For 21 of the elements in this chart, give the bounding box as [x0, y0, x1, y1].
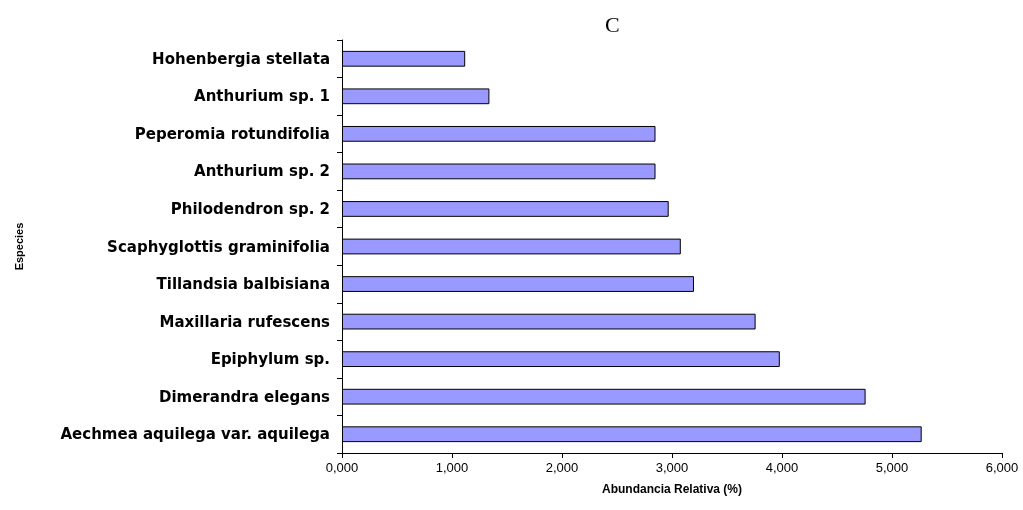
x-tick-label: 0,000: [325, 460, 359, 475]
x-axis-title: Abundancia Relativa (%): [601, 482, 743, 496]
y-tick-label: Hohenbergia stellata: [152, 49, 330, 68]
x-tick-label: 1,000: [435, 460, 469, 475]
y-tick-label: Anthurium sp. 2: [194, 162, 330, 181]
y-tick-label: Peperomia rotundifolia: [134, 124, 330, 143]
y-tick-label: Aechmea aquilega var. aquilega: [60, 425, 330, 444]
x-tick-label: 3,000: [655, 460, 689, 475]
chart-title: C: [605, 11, 620, 37]
y-tick-label: Dimerandra elegans: [158, 387, 331, 406]
y-tick-label: Anthurium sp. 1: [194, 87, 330, 106]
x-tick-label: 6,000: [985, 460, 1019, 475]
y-tick-label: Scaphyglottis graminifolia: [107, 237, 330, 256]
y-tick-label: Epiphylum sp.: [210, 350, 330, 369]
y-axis-title: Especies: [12, 222, 25, 271]
y-tick-label: Tillandsia balbisiana: [156, 275, 330, 294]
y-tick-label: Philodendron sp. 2: [170, 199, 330, 218]
x-tick-label: 4,000: [765, 460, 799, 475]
y-tick-label: Maxillaria rufescens: [159, 312, 331, 331]
x-tick-label: 2,000: [545, 460, 579, 475]
x-tick-label: 5,000: [875, 460, 909, 475]
